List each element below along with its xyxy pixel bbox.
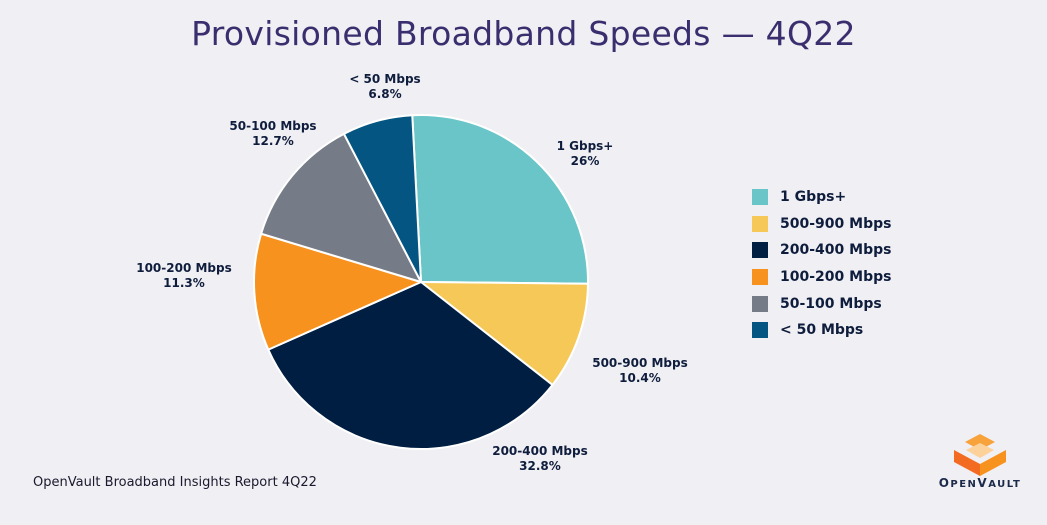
slice-label-value: 6.8% bbox=[368, 87, 401, 101]
legend-label: 500-900 Mbps bbox=[780, 215, 892, 232]
slice-label-category: 100-200 Mbps bbox=[136, 261, 232, 275]
slice-label-category: < 50 Mbps bbox=[349, 72, 420, 86]
slice-label-category: 1 Gbps+ bbox=[557, 139, 614, 153]
legend-item: < 50 Mbps bbox=[752, 317, 891, 344]
pie-slice-1 bbox=[411, 114, 589, 285]
slice-label-value: 26% bbox=[571, 154, 600, 168]
legend-label: 200-400 Mbps bbox=[780, 242, 892, 259]
legend-swatch bbox=[752, 189, 768, 206]
slice-label-category: 50-100 Mbps bbox=[229, 119, 316, 133]
pie-slice-3 bbox=[266, 280, 554, 450]
legend-label: 100-200 Mbps bbox=[780, 269, 892, 286]
legend-swatch bbox=[752, 242, 768, 259]
legend-label: 50-100 Mbps bbox=[780, 295, 882, 312]
slice-label-value: 32.8% bbox=[519, 459, 561, 473]
legend-item: 50-100 Mbps bbox=[752, 290, 891, 317]
legend-swatch bbox=[752, 269, 768, 286]
logo-text: OPENVAULT bbox=[938, 476, 1022, 490]
slice-label-value: 10.4% bbox=[619, 371, 661, 385]
pie-slice-5 bbox=[259, 132, 423, 284]
legend-item: 500-900 Mbps bbox=[752, 211, 891, 238]
legend-swatch bbox=[752, 322, 768, 339]
openvault-logo: OPENVAULT bbox=[930, 430, 1030, 492]
chart-legend: 1 Gbps+ 500-900 Mbps 200-400 Mbps 100-200 M… bbox=[752, 184, 891, 344]
pie-slice-2 bbox=[418, 280, 590, 387]
slice-label-category: 200-400 Mbps bbox=[492, 444, 588, 458]
chart-title: Provisioned Broadband Speeds — 4Q22 bbox=[191, 14, 856, 53]
legend-item: 1 Gbps+ bbox=[752, 184, 891, 211]
pie-slice-6 bbox=[342, 114, 422, 283]
legend-swatch bbox=[752, 215, 768, 232]
pie-slices bbox=[253, 114, 590, 450]
pie-slice-4 bbox=[253, 232, 424, 351]
slice-label-value: 11.3% bbox=[163, 276, 205, 290]
legend-item: 200-400 Mbps bbox=[752, 237, 891, 264]
openvault-logo-icon bbox=[954, 434, 1006, 476]
slice-label-category: 500-900 Mbps bbox=[592, 356, 688, 370]
legend-swatch bbox=[752, 295, 768, 312]
source-caption: OpenVault Broadband Insights Report 4Q22 bbox=[33, 475, 317, 490]
legend-label: < 50 Mbps bbox=[780, 322, 864, 339]
legend-item: 100-200 Mbps bbox=[752, 264, 891, 291]
legend-label: 1 Gbps+ bbox=[780, 189, 847, 206]
slice-label-value: 12.7% bbox=[252, 134, 294, 148]
